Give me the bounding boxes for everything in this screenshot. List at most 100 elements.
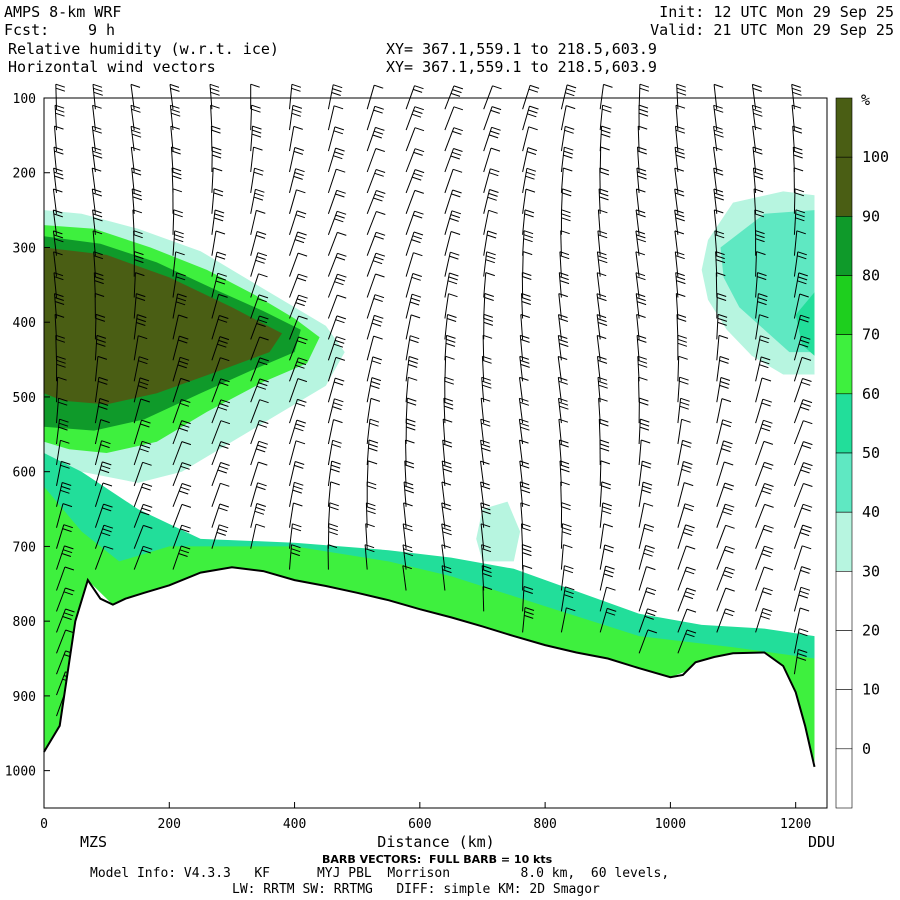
wind-barb	[560, 84, 577, 110]
wind-barb	[638, 545, 655, 570]
wind-barb	[793, 566, 811, 591]
wind-barb	[327, 377, 345, 403]
wind-barb	[519, 460, 530, 486]
wind-barb	[130, 83, 141, 110]
model-title: AMPS 8-km WRF	[4, 3, 122, 21]
wind-barb	[289, 168, 305, 194]
wind-barb	[674, 251, 685, 277]
wind-barb	[560, 167, 573, 193]
wind-barb	[677, 461, 693, 487]
wind-barb	[677, 376, 689, 403]
wind-barb	[172, 377, 190, 403]
wind-barb	[172, 399, 191, 424]
wind-barb	[481, 565, 492, 591]
init-time: Init: 12 UTC Mon 29 Sep 25	[659, 3, 894, 21]
wind-barb	[713, 83, 724, 110]
x-tick-label: 200	[158, 817, 181, 832]
wind-barb	[133, 335, 148, 361]
wind-barb	[716, 503, 735, 528]
barb-note: BARB VECTORS: FULL BARB = 10 kts	[322, 853, 553, 866]
wind-barb	[211, 399, 231, 424]
wind-barb	[676, 83, 687, 110]
wind-barb	[793, 230, 806, 256]
wind-barb	[755, 461, 774, 487]
wind-barb	[405, 293, 422, 319]
wind-barb	[211, 293, 228, 319]
wind-barb	[793, 399, 813, 424]
wind-barb	[753, 167, 764, 193]
wind-barb	[716, 461, 734, 487]
wind-barb	[250, 315, 269, 340]
wind-barb	[713, 209, 724, 235]
wind-barb	[56, 587, 75, 612]
wind-barb	[250, 125, 262, 152]
wind-barb	[558, 397, 569, 424]
wind-barb	[327, 294, 347, 319]
wind-barb	[793, 503, 813, 528]
rh-region-8	[795, 292, 815, 356]
colorbar-swatch	[835, 216, 853, 276]
wind-barb	[442, 439, 453, 466]
wind-barb	[327, 168, 346, 194]
wind-barb	[366, 148, 385, 173]
wind-barb	[366, 211, 386, 235]
wind-barb	[793, 378, 812, 403]
wind-barb	[327, 84, 343, 110]
wind-barb	[443, 397, 454, 424]
wind-barb	[211, 357, 230, 382]
wind-barb	[793, 167, 804, 193]
wind-barb	[289, 125, 303, 152]
wind-barb	[94, 376, 108, 403]
wind-barb	[675, 104, 686, 131]
wind-barb	[636, 167, 647, 193]
colorbar-tick-label: 80	[862, 267, 880, 285]
wind-barb	[133, 482, 153, 507]
rh-region-9	[476, 501, 521, 562]
wind-barb	[716, 608, 735, 633]
plot-frame	[43, 97, 828, 809]
wind-barb	[211, 315, 229, 340]
wind-barb	[211, 482, 230, 507]
wind-barb	[637, 125, 648, 152]
wind-barb	[674, 188, 685, 214]
wind-barb	[250, 461, 268, 487]
wind-barb	[560, 565, 574, 591]
wind-barb	[209, 83, 220, 110]
rh-region-5	[44, 247, 282, 405]
wind-barb	[638, 397, 649, 424]
wind-barb	[92, 104, 102, 131]
wind-barb	[52, 209, 63, 235]
field-name-wind: Horizontal wind vectors	[8, 58, 216, 76]
wind-barb	[92, 230, 103, 256]
wind-barb	[677, 524, 695, 549]
wind-barb	[480, 397, 491, 424]
wind-barb	[518, 418, 530, 445]
forecast-label: Fcst:	[4, 21, 50, 39]
wind-barb	[444, 106, 464, 131]
wind-barb	[677, 397, 690, 424]
wind-barb	[677, 418, 691, 445]
wind-barb	[289, 544, 301, 570]
wind-barb	[560, 544, 573, 570]
x-axis: 0 200 400 600 800 1000 1200	[40, 802, 811, 832]
wind-barb	[94, 545, 114, 570]
wind-barb	[557, 356, 568, 382]
wind-barb	[366, 335, 383, 361]
wind-barb	[171, 167, 182, 193]
wind-barb	[677, 545, 696, 570]
wind-barb	[172, 314, 188, 340]
wind-barb	[56, 545, 74, 570]
wind-barb	[56, 460, 71, 486]
wind-barb	[752, 146, 763, 173]
wind-barb	[133, 272, 145, 298]
wind-barb	[599, 439, 610, 466]
wind-barb	[366, 190, 386, 214]
colorbar-tick-label: 100	[862, 148, 889, 166]
wind-barb	[716, 334, 729, 361]
wind-barb	[56, 503, 73, 528]
wind-barb	[289, 252, 308, 277]
wind-barb	[133, 356, 149, 382]
wind-barb	[483, 189, 499, 214]
wind-barb	[405, 106, 424, 131]
wind-barb	[172, 209, 183, 235]
